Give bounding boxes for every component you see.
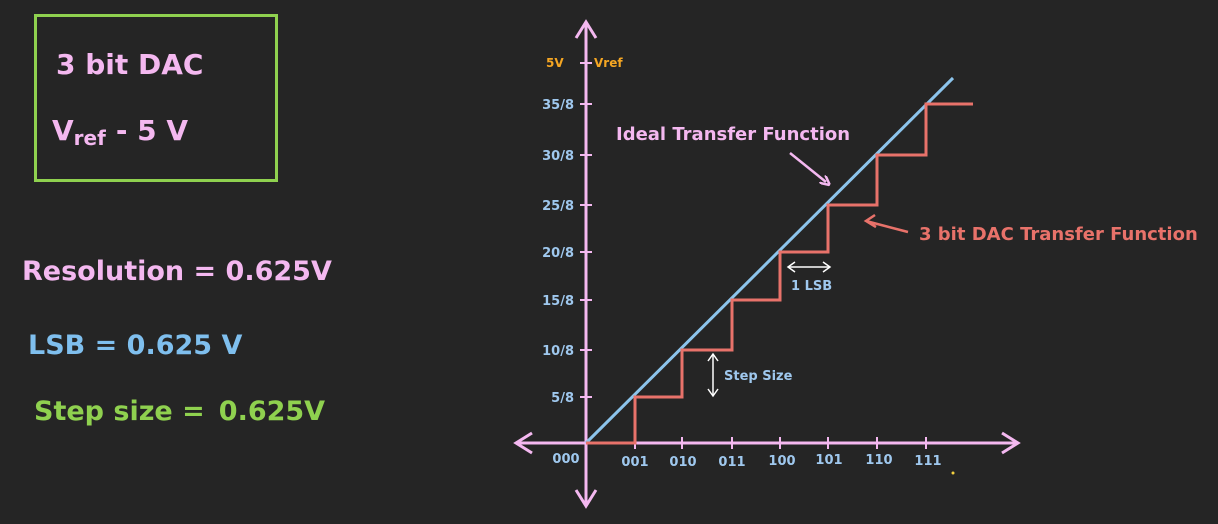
- vref-value: - 5 V: [115, 114, 189, 147]
- y-axis-arrow-up: [574, 19, 598, 39]
- y-tick-label: 15/8: [542, 294, 574, 309]
- x-tick-label: 000: [552, 452, 579, 467]
- step-arrowhead-bottom: [707, 388, 719, 398]
- y-tick-label: 10/8: [542, 344, 574, 359]
- ideal-transfer-line: [584, 76, 955, 445]
- lsb-equation: LSB = 0.625 V: [28, 330, 243, 361]
- x-tick-label: 100: [768, 454, 795, 469]
- step-size-label: Step size =: [34, 396, 205, 427]
- x-tick-label: 101: [815, 453, 842, 468]
- ideal-pointer-arrow: [789, 152, 826, 182]
- y-label-5v: 5V: [546, 56, 564, 70]
- y-tick-label: 25/8: [542, 199, 574, 214]
- y-label-vref: Vref: [594, 56, 623, 70]
- dac-label: 3 bit DAC Transfer Function: [919, 224, 1198, 245]
- y-tick-label: 30/8: [542, 149, 574, 164]
- x-tick-label: 110: [865, 453, 892, 468]
- y-tick-label: 20/8: [542, 246, 574, 261]
- x-tick-label: 111: [914, 454, 941, 469]
- box-title: 3 bit DAC: [56, 48, 204, 81]
- vref-subscript: ref: [73, 126, 106, 150]
- x-tick-label: 011: [718, 455, 745, 470]
- y-tick-label: 5/8: [551, 391, 574, 406]
- info-box: [34, 14, 278, 182]
- x-ticks: [634, 437, 927, 449]
- x-tick-label: 001: [621, 455, 648, 470]
- lsb-arrowhead-left: [786, 261, 796, 273]
- dac-pointer-arrow: [863, 213, 909, 234]
- step-size-equation: Step size = 0.625V: [34, 396, 325, 427]
- stray-dot: [951, 471, 955, 475]
- resolution-equation: Resolution = 0.625V: [22, 256, 332, 287]
- x-axis-arrow-right: [1001, 431, 1021, 455]
- lsb-label: 1 LSB: [791, 279, 832, 294]
- x-axis-arrow-left: [513, 431, 533, 455]
- vref-symbol: V: [52, 114, 74, 147]
- y-axis-arrow-down: [574, 489, 598, 509]
- step-arrowhead-top: [707, 352, 719, 362]
- lsb-arrowhead-right: [822, 261, 832, 273]
- y-ticks: [580, 62, 592, 398]
- step-size-label: Step Size: [724, 369, 793, 384]
- step-size-value: 0.625V: [218, 396, 326, 427]
- dac-staircase: [586, 102, 973, 445]
- x-tick-label: 010: [669, 455, 696, 470]
- y-tick-label: 35/8: [542, 98, 574, 113]
- ideal-label: Ideal Transfer Function: [616, 124, 850, 145]
